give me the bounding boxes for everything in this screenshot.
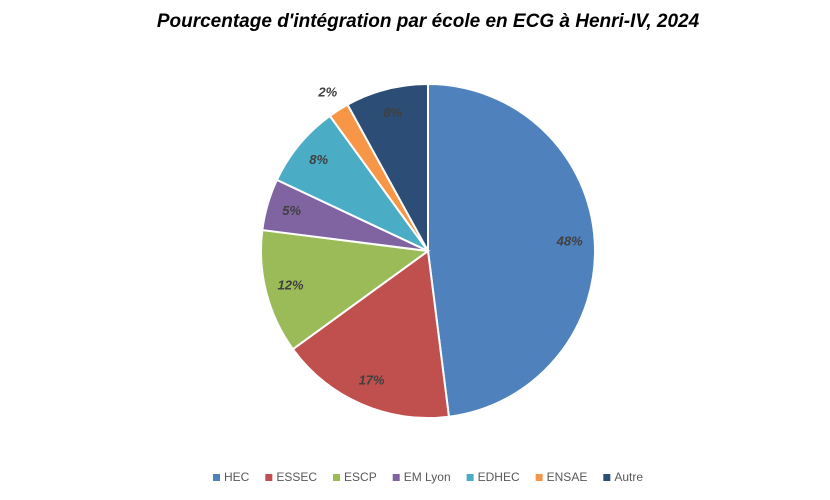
legend-label: ESCP	[344, 470, 377, 484]
data-label: 12%	[277, 278, 303, 293]
data-label: 5%	[282, 203, 301, 218]
legend-label: EDHEC	[478, 470, 520, 484]
pie-slice	[291, 249, 451, 419]
data-label: 2%	[317, 85, 337, 100]
data-label: 8%	[383, 105, 402, 120]
legend-swatch	[466, 474, 474, 481]
chart-title: Pourcentage d'intégration par école en E…	[157, 11, 700, 32]
pie-slice	[346, 82, 429, 252]
pie-slice	[260, 228, 431, 351]
legend-swatch	[603, 474, 611, 481]
data-label: 8%	[309, 152, 328, 167]
legend-swatch	[333, 474, 341, 481]
data-label: 48%	[556, 234, 583, 249]
legend-label: ENSAE	[547, 470, 588, 484]
legend-swatch	[212, 474, 220, 481]
legend-swatch	[265, 474, 273, 481]
legend-label: ESSEC	[276, 470, 317, 484]
pie-slice	[427, 82, 596, 418]
legend-swatch	[392, 474, 400, 481]
data-label: 17%	[359, 373, 385, 388]
legend-swatch	[535, 474, 543, 481]
legend-label: Autre	[614, 470, 643, 484]
legend-label: HEC	[224, 470, 250, 484]
legend-label: EM Lyon	[404, 470, 451, 484]
